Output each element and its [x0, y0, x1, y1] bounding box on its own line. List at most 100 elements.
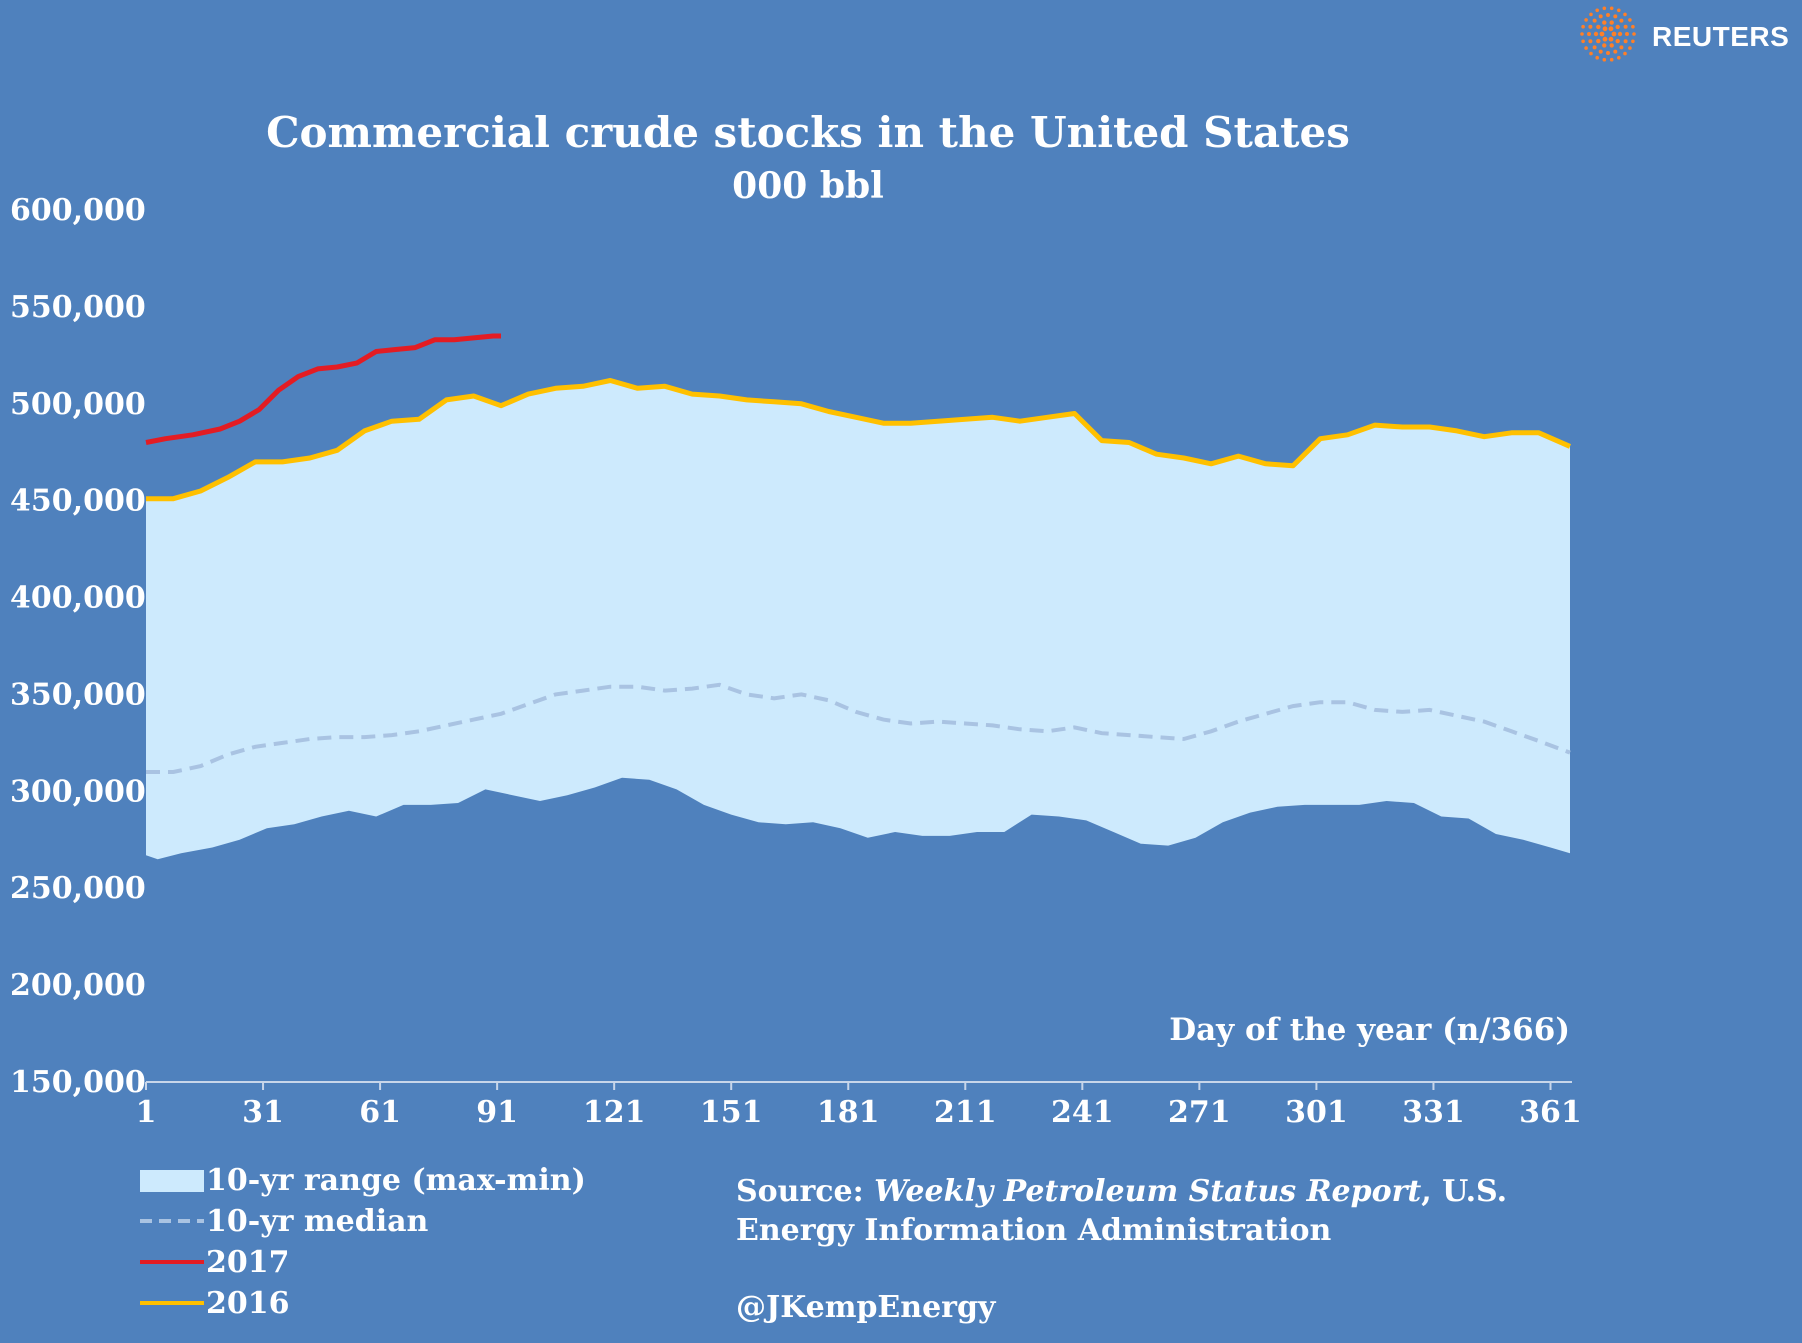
logo-dot — [1596, 24, 1601, 30]
source-prefix: Source: — [736, 1174, 875, 1209]
source-suffix: , U.S. Energy Information Administration — [736, 1174, 1508, 1248]
range-area — [146, 380, 1570, 860]
line-2017 — [145, 333, 501, 445]
logo-dot — [1609, 57, 1614, 62]
legend: 10-yr range (max-min) 10-yr median 2017 … — [140, 1163, 586, 1321]
logo-dot — [1615, 24, 1620, 30]
brand-name: REUTERS — [1652, 21, 1789, 52]
logo-dot — [1631, 24, 1635, 29]
logo-dot — [1602, 36, 1608, 42]
x-tick-label: 271 — [1168, 1095, 1231, 1130]
logo-dot — [1598, 14, 1603, 19]
y-tick-label: 350,000 — [10, 677, 146, 712]
line-2016 — [146, 378, 1571, 502]
logo-dot — [1592, 45, 1597, 50]
x-tick-label: 121 — [583, 1095, 646, 1130]
logo-dot — [1619, 45, 1624, 50]
x-tick-label: 61 — [359, 1095, 401, 1130]
logo-dot — [1623, 39, 1628, 44]
logo-dot — [1581, 39, 1585, 44]
logo-dot — [1609, 20, 1614, 25]
logo-dot — [1593, 31, 1599, 37]
x-tick-label: 331 — [1402, 1095, 1465, 1130]
logo-dot — [1592, 18, 1597, 23]
logo-dot — [1608, 26, 1614, 32]
logo-dot — [1584, 46, 1588, 50]
logo-dot — [1584, 18, 1588, 22]
y-tick-label: 250,000 — [10, 871, 146, 906]
logo-dot — [1617, 8, 1621, 13]
legend-item-2016: 2016 — [140, 1286, 290, 1321]
legend-median-label: 10-yr median — [206, 1204, 429, 1239]
y-tick-label: 450,000 — [10, 484, 146, 519]
legend-2017-label: 2017 — [206, 1245, 290, 1280]
logo-dot — [1615, 38, 1620, 44]
source-publication: Weekly Petroleum Status Report — [874, 1174, 1422, 1209]
series-lines-layer — [145, 333, 1571, 774]
reuters-dots-icon — [1580, 6, 1636, 62]
x-axis-label: Day of the year (n/366) — [1169, 1012, 1570, 1048]
logo-dot — [1589, 12, 1593, 17]
logo-dot — [1608, 36, 1614, 42]
logo-dot — [1599, 31, 1605, 37]
legend-item-range: 10-yr range (max-min) — [140, 1163, 586, 1198]
logo-dot — [1598, 49, 1603, 54]
y-tick-label: 300,000 — [10, 774, 146, 809]
legend-item-median: 10-yr median — [140, 1204, 429, 1239]
x-tick-label: 151 — [700, 1095, 763, 1130]
x-tick-label: 181 — [817, 1095, 880, 1130]
logo-dot — [1619, 18, 1624, 23]
logo-dot — [1611, 31, 1617, 37]
logo-dot — [1589, 51, 1593, 56]
x-tick-label: 361 — [1519, 1095, 1582, 1130]
logo-dot — [1606, 13, 1610, 17]
reuters-logo: REUTERS — [1580, 6, 1789, 62]
logo-dot — [1632, 32, 1636, 36]
logo-dot — [1617, 31, 1623, 37]
y-tick-label: 400,000 — [10, 581, 146, 616]
range-area-layer — [146, 380, 1570, 860]
x-tick-label: 301 — [1285, 1095, 1348, 1130]
source-note: Source: Weekly Petroleum Status Report, … — [736, 1172, 1556, 1250]
logo-dot — [1625, 32, 1629, 36]
logo-dot — [1628, 46, 1632, 50]
x-axis-ticks: 1 31 61 91 121 151 181 211 241 271 301 331 361 — [136, 1082, 1582, 1130]
logo-dot — [1581, 24, 1585, 29]
logo-dot — [1602, 26, 1608, 32]
logo-dot — [1602, 20, 1607, 25]
x-tick-label: 91 — [476, 1095, 518, 1130]
logo-dot — [1602, 6, 1607, 11]
legend-2016-label: 2016 — [206, 1286, 290, 1321]
y-axis-ticks: 150,000 200,000 250,000 300,000 350,000 400,0… — [10, 193, 146, 1100]
author-handle: @JKempEnergy — [736, 1290, 996, 1325]
legend-range-swatch — [140, 1170, 204, 1192]
chart-title: Commercial crude stocks in the United St… — [266, 108, 1350, 157]
logo-dot — [1623, 51, 1627, 56]
legend-range-label: 10-yr range (max-min) — [206, 1163, 586, 1198]
logo-dot — [1606, 51, 1610, 55]
median-line — [146, 682, 1571, 774]
logo-dot — [1617, 55, 1621, 60]
x-tick-label: 241 — [1051, 1095, 1114, 1130]
logo-dot — [1631, 39, 1635, 44]
logo-dot — [1602, 57, 1607, 62]
x-tick-label: 31 — [242, 1095, 284, 1130]
y-tick-label: 600,000 — [10, 193, 146, 228]
logo-dot — [1588, 24, 1593, 29]
chart-subtitle: 000 bbl — [732, 165, 884, 207]
y-tick-label: 150,000 — [10, 1065, 146, 1100]
logo-dot — [1596, 38, 1601, 44]
logo-dot — [1587, 32, 1591, 36]
logo-dot — [1613, 14, 1618, 19]
logo-dot — [1580, 32, 1584, 36]
y-tick-label: 200,000 — [10, 968, 146, 1003]
logo-dot — [1602, 43, 1607, 48]
x-tick-label: 211 — [934, 1095, 997, 1130]
logo-dot — [1609, 43, 1614, 48]
y-tick-label: 500,000 — [10, 387, 146, 422]
logo-dot — [1623, 24, 1628, 29]
legend-item-2017: 2017 — [140, 1245, 290, 1280]
y-tick-label: 550,000 — [10, 290, 146, 325]
logo-dot — [1623, 12, 1627, 17]
